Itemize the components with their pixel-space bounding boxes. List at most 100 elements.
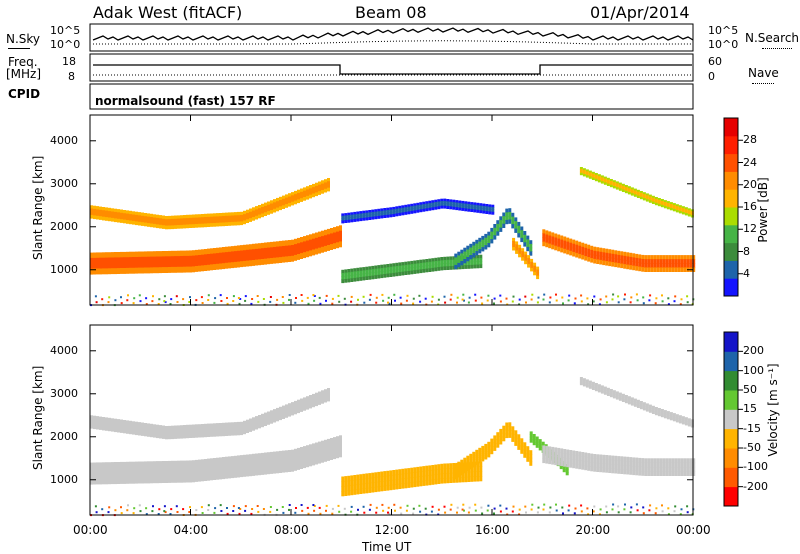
data-cell (219, 252, 222, 259)
data-cell (398, 478, 402, 485)
data-cell (156, 214, 159, 219)
data-cell (431, 202, 435, 206)
data-cell (672, 205, 676, 208)
data-cell (343, 297, 346, 300)
data-cell (180, 256, 183, 262)
data-cell (535, 439, 539, 443)
data-cell (470, 264, 474, 269)
data-cell (138, 431, 141, 436)
data-cell (368, 217, 372, 220)
data-cell (96, 422, 99, 427)
data-cell (347, 272, 351, 276)
data-cell (474, 503, 477, 506)
data-cell (282, 405, 285, 410)
data-cell (538, 447, 542, 451)
data-cell (244, 509, 247, 512)
data-cell (450, 503, 453, 506)
data-cell (315, 447, 318, 454)
data-cell (198, 465, 201, 471)
data-cell (481, 302, 484, 305)
data-cell (636, 399, 640, 403)
data-cell (300, 452, 303, 459)
data-cell (157, 513, 160, 515)
data-cell (168, 215, 171, 220)
data-cell (228, 432, 231, 436)
data-cell (204, 259, 207, 266)
data-cell (129, 267, 132, 274)
data-cell (243, 217, 246, 221)
data-cell (666, 416, 670, 420)
data-cell (333, 232, 336, 239)
data-cell (117, 428, 120, 433)
data-cell (139, 510, 142, 513)
data-cell (200, 506, 203, 509)
data-cell (246, 429, 249, 433)
data-cell (171, 471, 174, 478)
colorbar-tick-label: 50 (743, 383, 757, 396)
data-cell (306, 405, 309, 410)
data-cell (344, 213, 348, 216)
data-cell (407, 472, 411, 479)
data-cell (303, 462, 306, 469)
data-cell (404, 209, 408, 213)
data-cell (657, 198, 661, 201)
data-cell (440, 263, 444, 268)
data-cell (617, 464, 621, 470)
data-cell (641, 254, 645, 260)
data-cell (195, 424, 198, 428)
data-cell (150, 267, 153, 274)
data-cell (410, 264, 414, 268)
data-cell (315, 192, 318, 197)
data-cell (581, 242, 585, 248)
data-cell (111, 427, 114, 432)
beam-label: Beam 08 (355, 3, 427, 22)
data-cell (138, 422, 141, 426)
data-cell (449, 508, 452, 511)
data-cell (309, 188, 312, 192)
data-cell (481, 247, 485, 252)
data-cell (566, 453, 570, 459)
data-cell (132, 421, 135, 425)
data-cell (102, 462, 105, 469)
data-cell (496, 435, 500, 441)
data-cell (353, 211, 357, 215)
data-cell (548, 243, 552, 249)
data-cell (279, 410, 282, 414)
data-cell (237, 471, 240, 478)
data-cell (621, 393, 625, 397)
data-cell (641, 267, 645, 272)
data-cell (135, 267, 138, 274)
data-cell (434, 479, 438, 485)
data-cell (180, 218, 183, 223)
data-cell (303, 236, 306, 242)
data-cell (493, 297, 496, 300)
data-cell (111, 214, 114, 219)
data-cell (282, 202, 285, 206)
data-cell (666, 206, 670, 210)
data-cell (520, 226, 524, 231)
data-cell (401, 262, 405, 266)
data-cell (591, 173, 595, 177)
data-cell (129, 214, 132, 218)
data-cell (608, 257, 612, 262)
data-cell (593, 246, 597, 252)
data-cell (642, 302, 645, 305)
data-cell (617, 295, 620, 298)
data-cell (105, 268, 108, 275)
data-cell (132, 427, 135, 432)
data-cell (180, 250, 183, 257)
data-cell (145, 513, 148, 516)
data-cell (449, 468, 453, 474)
data-cell (686, 295, 689, 298)
data-cell (431, 207, 435, 211)
data-cell (315, 243, 318, 250)
data-cell (536, 511, 539, 514)
data-cell (655, 507, 658, 510)
data-cell (380, 268, 384, 272)
data-cell (407, 267, 411, 272)
data-cell (362, 478, 366, 484)
data-cell (127, 294, 129, 297)
data-cell (264, 415, 267, 420)
data-cell (321, 246, 324, 253)
colorbar-tick-label: 16 (743, 200, 757, 213)
